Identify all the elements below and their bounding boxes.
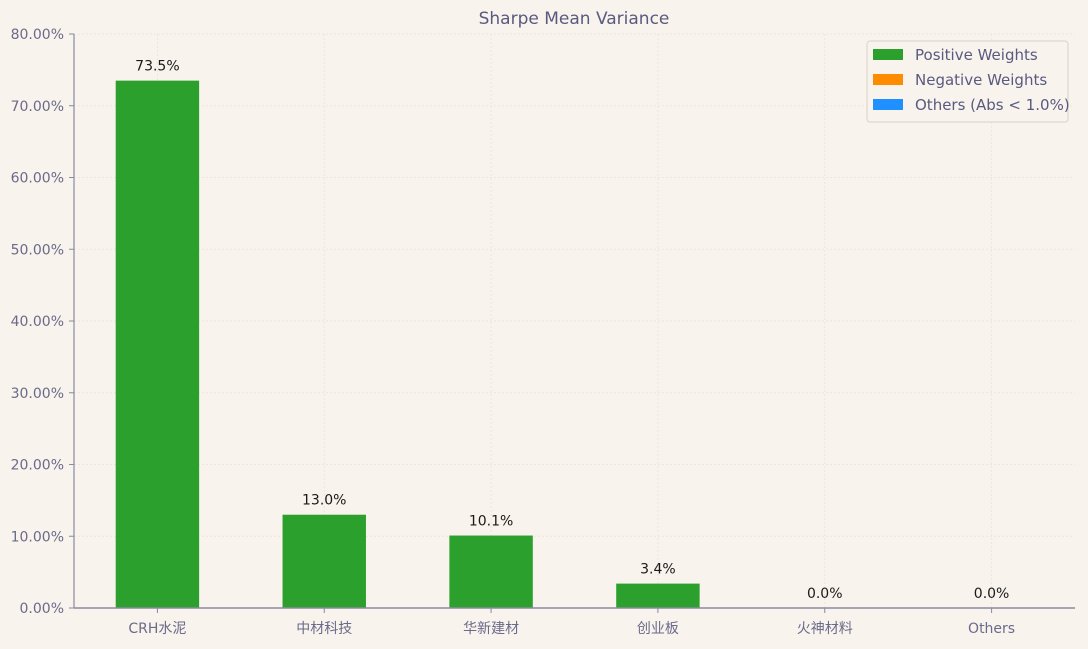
legend-box: [866, 40, 1069, 123]
bar-value-label: 73.5%: [135, 59, 179, 75]
legend-label: Positive Weights: [915, 46, 1038, 64]
y-tick-label: 60.00%: [11, 171, 64, 187]
y-tick-label: 0.00%: [20, 601, 64, 617]
legend-swatch-1: [873, 74, 903, 85]
bar-0: [115, 80, 200, 608]
bar-value-label: 10.1%: [469, 514, 513, 530]
bar-value-label: 3.4%: [640, 562, 676, 578]
y-tick-label: 70.00%: [11, 99, 64, 115]
x-tick-label: Others: [968, 621, 1015, 637]
legend: Positive Weights Negative Weights Others (…: [866, 40, 1070, 123]
bar-value-label: 0.0%: [807, 586, 843, 602]
axes: 0.00% 10.00% 20.00% 30.00% 40.00% 50.00% 60.00…: [11, 27, 1075, 637]
bar-value-label: 0.0%: [974, 586, 1010, 602]
y-tick-label: 50.00%: [11, 242, 64, 258]
x-tick-label: 创业板: [637, 621, 679, 637]
legend-swatch-2: [873, 99, 903, 110]
bar-value-label: 13.0%: [302, 493, 346, 509]
x-tick-label: CRH水泥: [128, 621, 186, 637]
bar-2: [449, 535, 533, 608]
y-tick-label: 40.00%: [11, 314, 64, 330]
legend-label: Negative Weights: [915, 71, 1047, 89]
bar-3: [616, 583, 700, 608]
y-tick-label: 30.00%: [11, 386, 64, 402]
y-tick-label: 10.00%: [11, 529, 64, 545]
bars: 73.5% 13.0% 10.1% 3.4% 0.0% 0.0%: [115, 59, 1010, 608]
legend-swatch-0: [873, 49, 903, 60]
bar-1: [282, 514, 366, 608]
y-tick-label: 20.00%: [11, 458, 64, 474]
legend-label: Others (Abs < 1.0%): [915, 96, 1070, 114]
chart-title: Sharpe Mean Variance: [479, 9, 670, 29]
y-tick-label: 80.00%: [11, 27, 64, 43]
x-tick-label: 中材科技: [296, 621, 352, 637]
x-tick-label: 华新建材: [463, 621, 519, 637]
x-tick-label: 火神材料: [797, 621, 853, 637]
